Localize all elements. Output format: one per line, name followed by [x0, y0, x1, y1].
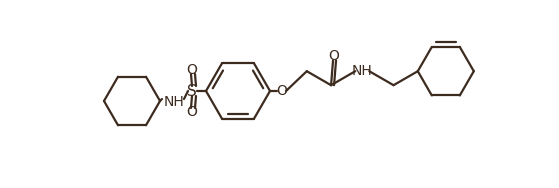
Text: O: O: [187, 63, 197, 77]
Text: O: O: [187, 105, 197, 119]
Text: O: O: [277, 84, 287, 98]
Text: O: O: [329, 49, 339, 63]
Text: NH: NH: [164, 95, 184, 109]
Text: NH: NH: [352, 64, 373, 78]
Text: S: S: [187, 83, 197, 99]
